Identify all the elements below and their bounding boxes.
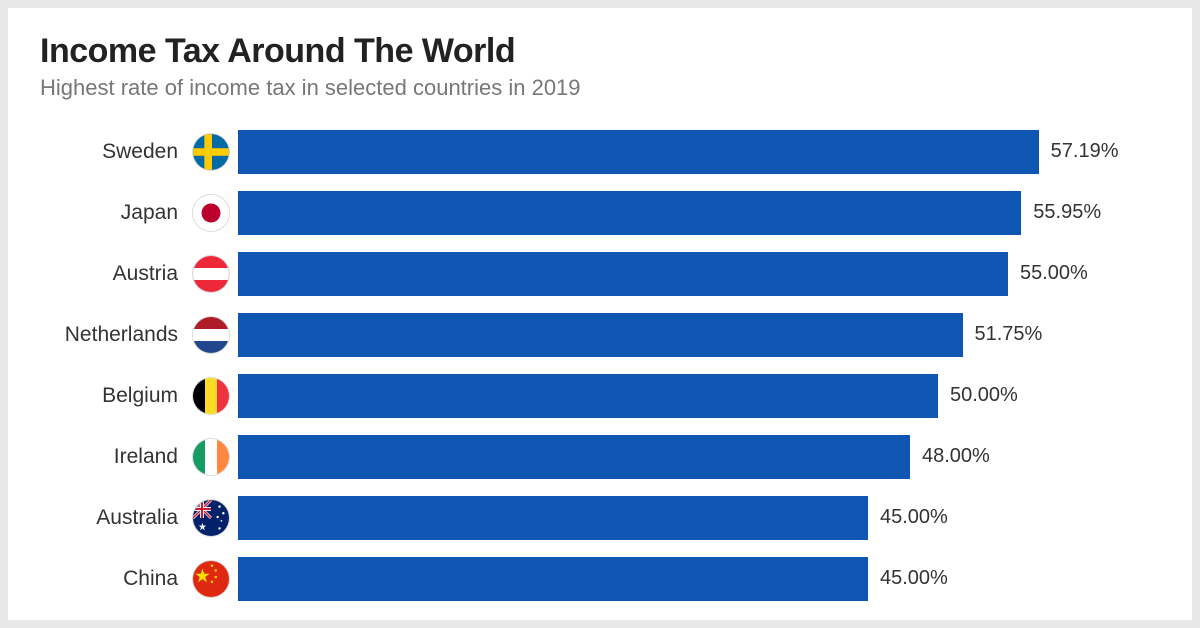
belgium-flag-icon xyxy=(192,377,230,415)
chart-card: Income Tax Around The World Highest rate… xyxy=(8,8,1192,620)
chart-row: Ireland 48.00% xyxy=(40,430,1160,483)
country-label: China xyxy=(40,567,190,591)
flag-wrap xyxy=(190,316,232,354)
bar xyxy=(238,374,938,418)
chart-row: Austria 55.00% xyxy=(40,247,1160,300)
chart-row: Japan 55.95% xyxy=(40,186,1160,239)
flag-wrap xyxy=(190,377,232,415)
flag-wrap xyxy=(190,255,232,293)
value-label: 48.00% xyxy=(910,445,990,468)
sweden-flag-icon xyxy=(192,133,230,171)
chart-row: China 45.00% xyxy=(40,552,1160,605)
value-label: 55.95% xyxy=(1021,201,1101,224)
flag-wrap xyxy=(190,194,232,232)
flag-wrap xyxy=(190,560,232,598)
chart-title: Income Tax Around The World xyxy=(40,32,1160,71)
value-label: 57.19% xyxy=(1039,140,1119,163)
bar-area: 55.95% xyxy=(232,191,1160,235)
flag-wrap xyxy=(190,499,232,537)
bar-area: 45.00% xyxy=(232,557,1160,601)
country-label: Ireland xyxy=(40,445,190,469)
bar xyxy=(238,435,910,479)
bar-area: 45.00% xyxy=(232,496,1160,540)
value-label: 45.00% xyxy=(868,506,948,529)
country-label: Australia xyxy=(40,506,190,530)
country-label: Netherlands xyxy=(40,323,190,347)
bar-area: 57.19% xyxy=(232,130,1160,174)
bar xyxy=(238,557,868,601)
chart-subtitle: Highest rate of income tax in selected c… xyxy=(40,75,1160,101)
china-flag-icon xyxy=(192,560,230,598)
flag-wrap xyxy=(190,133,232,171)
value-label: 50.00% xyxy=(938,384,1018,407)
austria-flag-icon xyxy=(192,255,230,293)
chart-rows: Sweden 57.19% Japan 55.95% Austria 55.00% Neth… xyxy=(40,125,1160,613)
ireland-flag-icon xyxy=(192,438,230,476)
bar xyxy=(238,191,1021,235)
chart-row: Australia 45.00% xyxy=(40,491,1160,544)
japan-flag-icon xyxy=(192,194,230,232)
bar-area: 55.00% xyxy=(232,252,1160,296)
bar xyxy=(238,496,868,540)
flag-wrap xyxy=(190,438,232,476)
country-label: Japan xyxy=(40,201,190,225)
country-label: Belgium xyxy=(40,384,190,408)
country-label: Austria xyxy=(40,262,190,286)
bar-area: 50.00% xyxy=(232,374,1160,418)
chart-row: Sweden 57.19% xyxy=(40,125,1160,178)
bar-area: 51.75% xyxy=(232,313,1160,357)
value-label: 45.00% xyxy=(868,567,948,590)
bar xyxy=(238,313,963,357)
australia-flag-icon xyxy=(192,499,230,537)
netherlands-flag-icon xyxy=(192,316,230,354)
value-label: 55.00% xyxy=(1008,262,1088,285)
chart-row: Netherlands 51.75% xyxy=(40,308,1160,361)
chart-row: Belgium 50.00% xyxy=(40,369,1160,422)
bar xyxy=(238,252,1008,296)
country-label: Sweden xyxy=(40,140,190,164)
bar-area: 48.00% xyxy=(232,435,1160,479)
bar xyxy=(238,130,1039,174)
value-label: 51.75% xyxy=(963,323,1043,346)
